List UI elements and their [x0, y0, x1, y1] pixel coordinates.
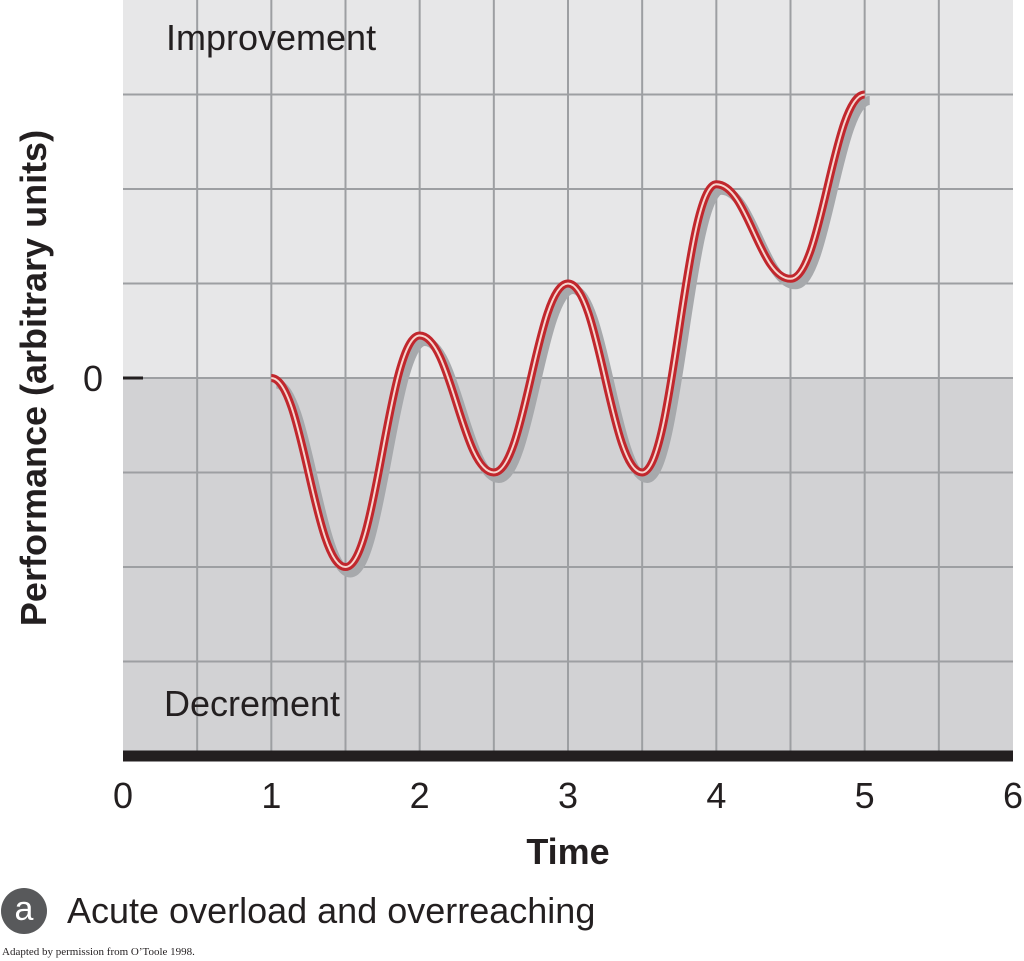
x-tick-label: 5 — [855, 775, 875, 816]
y-tick-labels: 0 — [83, 358, 103, 399]
y-tick-label: 0 — [83, 358, 103, 399]
panel-caption-row: a Acute overload and overreaching — [0, 883, 595, 939]
grid — [123, 0, 1013, 756]
x-tick-label: 1 — [261, 775, 281, 816]
x-tick-label: 0 — [113, 775, 133, 816]
performance-chart: Improvement Decrement 0 1 2 3 4 5 6 0 Time Per… — [13, 0, 1023, 872]
x-tick-label: 2 — [410, 775, 430, 816]
decrement-label: Decrement — [164, 683, 340, 724]
x-axis-title: Time — [526, 831, 609, 872]
panel-caption: Acute overload and overreaching — [67, 890, 596, 931]
series-performance — [269, 90, 872, 578]
credit-line: Adapted by permission from O’Toole 1998. — [2, 946, 195, 958]
x-tick-label: 4 — [706, 775, 726, 816]
x-tick-label: 6 — [1003, 775, 1023, 816]
improvement-label: Improvement — [166, 17, 376, 58]
x-tick-labels: 0 1 2 3 4 5 6 — [113, 775, 1023, 816]
x-tick-label: 3 — [558, 775, 578, 816]
panel-letter-badge: a — [1, 888, 47, 934]
y-axis-title: Performance (arbitrary units) — [13, 130, 54, 626]
